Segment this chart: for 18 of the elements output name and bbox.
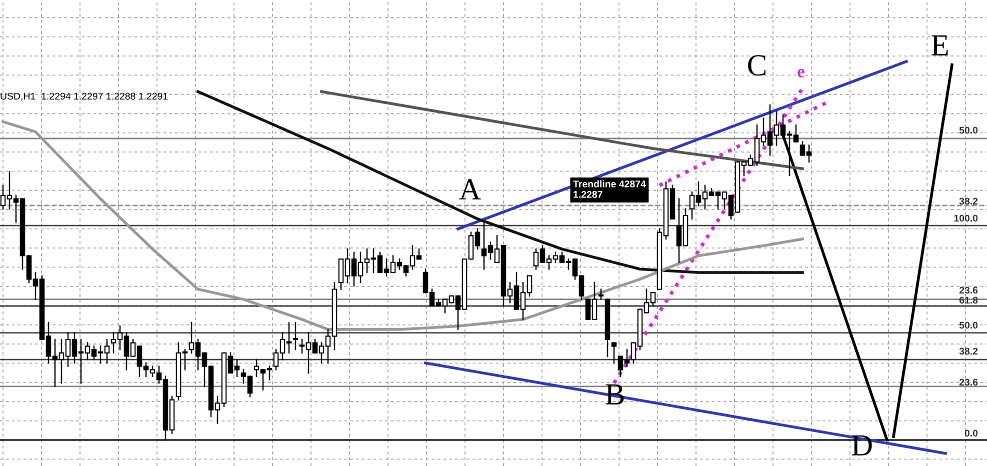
annotation: 23.6 xyxy=(959,378,978,386)
annotation: 100.0 xyxy=(954,214,978,222)
candlestick xyxy=(611,342,617,364)
text: USD,H1 1.2294 1.2297 1.2288 1.2291 xyxy=(0,92,168,101)
annotation: 23.6 xyxy=(959,286,978,294)
annotation: 38.2 xyxy=(959,348,978,355)
annotation: 50.0 xyxy=(959,322,978,329)
text: E xyxy=(932,35,948,56)
annotation: Trendline 42874 1.2287 xyxy=(573,180,646,198)
annotation: 50.0 xyxy=(959,126,978,134)
candlestick xyxy=(292,322,298,350)
annotation: 38.2 xyxy=(959,198,978,205)
annotation: D xyxy=(852,435,872,456)
candlestick xyxy=(598,288,604,300)
annotation: 0.0 xyxy=(964,430,978,437)
text: C xyxy=(748,55,766,76)
text: e xyxy=(798,68,805,78)
annotation: A xyxy=(459,179,481,200)
